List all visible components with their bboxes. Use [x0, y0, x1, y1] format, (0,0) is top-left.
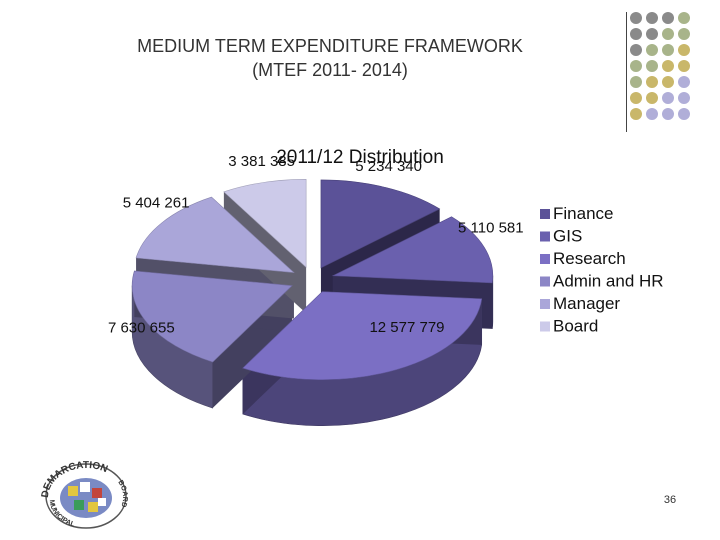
legend-swatch-admin-and-hr	[540, 276, 550, 287]
decor-dot	[646, 12, 658, 24]
decor-dot	[662, 12, 674, 24]
decor-dot	[630, 108, 642, 120]
decor-dot	[678, 60, 690, 72]
legend-label-manager: Manager	[553, 294, 620, 313]
data-label-manager: 5 404 261	[123, 194, 190, 211]
slide-title: MEDIUM TERM EXPENDITURE FRAMEWORK (MTEF …	[80, 34, 580, 82]
decor-dot	[646, 60, 658, 72]
title-divider	[626, 12, 627, 132]
legend-swatch-manager	[540, 299, 550, 309]
slice-board	[223, 178, 307, 268]
decor-dot	[662, 28, 674, 40]
svg-text:BOARD: BOARD	[116, 479, 128, 508]
decor-dot	[662, 92, 674, 104]
data-label-finance: 5 234 340	[355, 158, 422, 175]
decor-dot	[630, 12, 642, 24]
title-line-1: MEDIUM TERM EXPENDITURE FRAMEWORK	[137, 36, 523, 56]
decor-dot	[678, 12, 690, 24]
decor-dot	[630, 60, 642, 72]
decor-dot	[662, 44, 674, 56]
decor-dot	[630, 92, 642, 104]
page-number: 36	[663, 494, 677, 506]
decor-dot	[678, 108, 690, 120]
chart-legend: Finance GIS Research Admin and HR Manager Boa…	[540, 204, 664, 336]
logo-right-text: BOARD	[116, 479, 128, 508]
decor-dot	[630, 28, 642, 40]
decor-dot	[678, 44, 690, 56]
slice-manager	[135, 196, 295, 273]
slice-gis	[331, 216, 494, 284]
legend-label-admin-and-hr: Admin and HR	[553, 272, 664, 291]
decor-dot	[646, 76, 658, 88]
legend-swatch-finance	[540, 209, 550, 219]
decor-dot	[662, 108, 674, 120]
slice-research	[242, 291, 483, 380]
chart-title: 2011/12 Distribution	[276, 147, 444, 168]
data-label-admin-and-hr: 7 630 655	[108, 319, 175, 336]
decor-dot	[678, 28, 690, 40]
data-label-board: 3 381 385	[228, 153, 295, 170]
decor-dot	[630, 44, 642, 56]
decor-dot	[662, 76, 674, 88]
legend-label-board: Board	[553, 317, 598, 336]
decor-dot	[630, 76, 642, 88]
decor-dot	[646, 28, 658, 40]
decor-dot	[646, 92, 658, 104]
legend-label-finance: Finance	[553, 204, 613, 223]
slice-side-gis	[492, 275, 494, 329]
slice-admin-and-hr	[131, 270, 293, 363]
legend-label-gis: GIS	[553, 227, 582, 246]
title-line-2: (MTEF 2011- 2014)	[252, 60, 408, 80]
legend-swatch-research	[540, 254, 550, 264]
legend-swatch-board	[540, 321, 550, 332]
legend-swatch-gis	[540, 231, 550, 242]
slice-finance	[320, 179, 441, 269]
decor-dot	[646, 108, 658, 120]
decorative-dot-grid	[630, 12, 690, 120]
data-label-research: 12 577 779	[369, 319, 444, 336]
demarcation-board-logo: DEMARCATION BOARD MUNICIPAL	[40, 460, 128, 529]
legend-label-research: Research	[553, 249, 626, 268]
decor-dot	[678, 92, 690, 104]
decor-dot	[678, 76, 690, 88]
data-label-gis: 5 110 581	[458, 220, 524, 237]
decor-dot	[662, 60, 674, 72]
decor-dot	[646, 44, 658, 56]
